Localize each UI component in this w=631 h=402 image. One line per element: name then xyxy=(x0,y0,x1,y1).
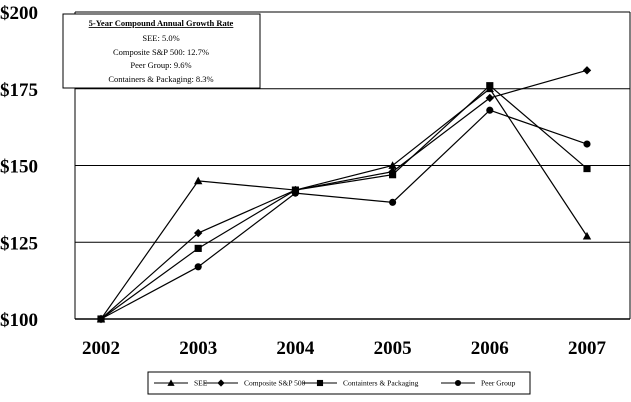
cagr-line-peer-group: Peer Group: 9.6% xyxy=(130,60,191,70)
x-tick-label-2007: 2007 xyxy=(568,338,607,359)
y-tick-label: $150 xyxy=(0,157,38,178)
marker-peer-group-2006 xyxy=(486,106,494,114)
marker-peer-group-2005 xyxy=(389,198,397,206)
cagr-line-containers: Containers & Packaging: 8.3% xyxy=(108,74,213,84)
legend-marker-see xyxy=(167,379,175,386)
x-tick-label-2003: 2003 xyxy=(179,338,217,359)
series-composite-s-p-500 xyxy=(96,66,592,324)
legend-marker-peer-group xyxy=(454,379,462,387)
series-peer-group xyxy=(97,106,591,323)
y-tick-label: $175 xyxy=(0,80,38,101)
marker-peer-group-2007 xyxy=(583,140,591,148)
series-layer xyxy=(96,66,592,324)
marker-see-2003 xyxy=(194,176,203,185)
x-tick-labels: 2002 2003 2004 2005 2006 2007 xyxy=(82,338,607,359)
x-tick-label-2004: 2004 xyxy=(276,338,315,359)
x-tick-label-2005: 2005 xyxy=(374,338,412,359)
marker-peer-group-2002 xyxy=(97,315,105,323)
legend-marker-containters-packaging xyxy=(316,379,324,387)
marker-see-2005 xyxy=(388,161,397,169)
y-tick-labels: $100 $125 $150 $175 $200 xyxy=(0,3,38,331)
legend: SEE Composite S&P 500 Containters & Packag… xyxy=(147,371,531,395)
legend-item-composite-s-p-500: Composite S&P 500 xyxy=(204,379,306,388)
x-tick-label-2006: 2006 xyxy=(471,338,509,359)
marker-composite-s-p-500-2007 xyxy=(582,66,592,75)
marker-containters-packaging-2006 xyxy=(486,82,494,90)
legend-item-peer-group: Peer Group xyxy=(441,379,516,388)
marker-containters-packaging-2007 xyxy=(583,165,591,173)
series-line-see xyxy=(100,87,588,320)
series-containters-packaging xyxy=(97,82,591,323)
marker-see-2007 xyxy=(582,231,592,240)
y-tick-label: $200 xyxy=(0,3,38,24)
x-tick-label-2002: 2002 xyxy=(82,338,120,359)
legend-item-containters-packaging: Containters & Packaging xyxy=(303,379,419,388)
legend-label-containters-packaging: Containters & Packaging xyxy=(343,379,419,388)
cagr-title: 5-Year Compound Annual Growth Rate xyxy=(89,18,234,28)
cagr-line-sp500: Composite S&P 500: 12.7% xyxy=(113,47,209,57)
series-line-composite-s-p-500 xyxy=(100,69,588,320)
cagr-annotation-box: 5-Year Compound Annual Growth Rate SEE: … xyxy=(62,13,261,89)
legend-items: SEE Composite S&P 500 Containters & Packag… xyxy=(154,379,516,388)
legend-marker-composite-s-p-500 xyxy=(217,379,225,387)
legend-item-see: SEE xyxy=(154,379,208,388)
legend-label-peer-group: Peer Group xyxy=(481,379,516,388)
y-tick-label: $125 xyxy=(0,233,38,254)
marker-containters-packaging-2003 xyxy=(194,244,202,252)
legend-label-composite-s-p-500: Composite S&P 500 xyxy=(244,379,306,388)
marker-peer-group-2003 xyxy=(194,263,202,271)
marker-containters-packaging-2005 xyxy=(389,171,397,179)
series-line-peer-group xyxy=(100,109,588,320)
marker-peer-group-2004 xyxy=(291,189,299,197)
series-line-containters-packaging xyxy=(100,84,588,320)
cagr-box-frame xyxy=(62,13,261,89)
marker-composite-s-p-500-2006 xyxy=(485,93,494,103)
marker-composite-s-p-500-2003 xyxy=(194,228,203,238)
cagr-line-see: SEE: 5.0% xyxy=(142,33,179,43)
legend-label-see: SEE xyxy=(194,379,208,388)
y-tick-label: $100 xyxy=(0,310,38,331)
legend-frame xyxy=(147,371,531,395)
